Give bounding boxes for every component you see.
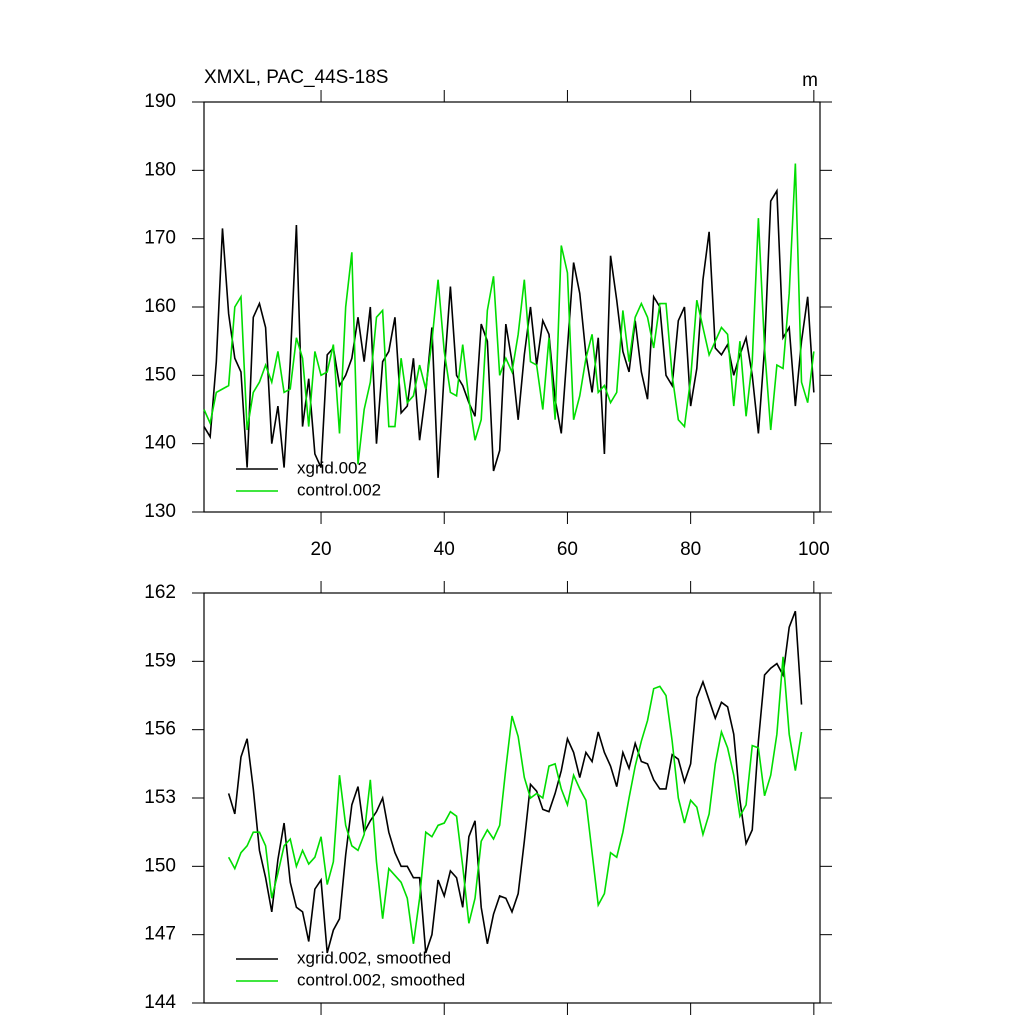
- series-line: [203, 188, 815, 478]
- x-tick-label: 80: [680, 539, 701, 560]
- x-tick-label: 40: [434, 539, 455, 560]
- y-tick-label: 180: [144, 159, 176, 180]
- y-tick-label: 190: [144, 91, 176, 112]
- y-tick-label: 144: [144, 992, 176, 1013]
- legend-label: xgrid.002, smoothed: [297, 948, 451, 967]
- y-tick-label: 150: [144, 855, 176, 876]
- y-tick-label: 153: [144, 787, 176, 808]
- y-tick-label: 156: [144, 719, 176, 740]
- y-tick-label: 150: [144, 364, 176, 385]
- plot-frame: [203, 101, 821, 513]
- units-label: m: [802, 70, 818, 91]
- legend-label: xgrid.002: [297, 458, 367, 477]
- y-tick-label: 170: [144, 228, 176, 249]
- y-tick-label: 140: [144, 433, 176, 454]
- x-tick-label: 60: [557, 539, 578, 560]
- y-tick-label: 159: [144, 650, 176, 671]
- y-tick-label: 160: [144, 296, 176, 317]
- x-tick-label: 20: [310, 539, 331, 560]
- y-tick-label: 130: [144, 501, 176, 522]
- series-line: [203, 163, 815, 465]
- legend-label: control.002: [297, 480, 381, 499]
- x-tick-label: 100: [798, 539, 830, 560]
- series-line: [227, 656, 803, 944]
- plot-frame: [203, 592, 821, 1004]
- chart-title: XMXL, PAC_44S-18S: [204, 67, 388, 88]
- y-tick-label: 147: [144, 924, 176, 945]
- series-line: [227, 610, 803, 954]
- legend-label: control.002, smoothed: [297, 970, 465, 989]
- y-tick-label: 162: [144, 582, 176, 603]
